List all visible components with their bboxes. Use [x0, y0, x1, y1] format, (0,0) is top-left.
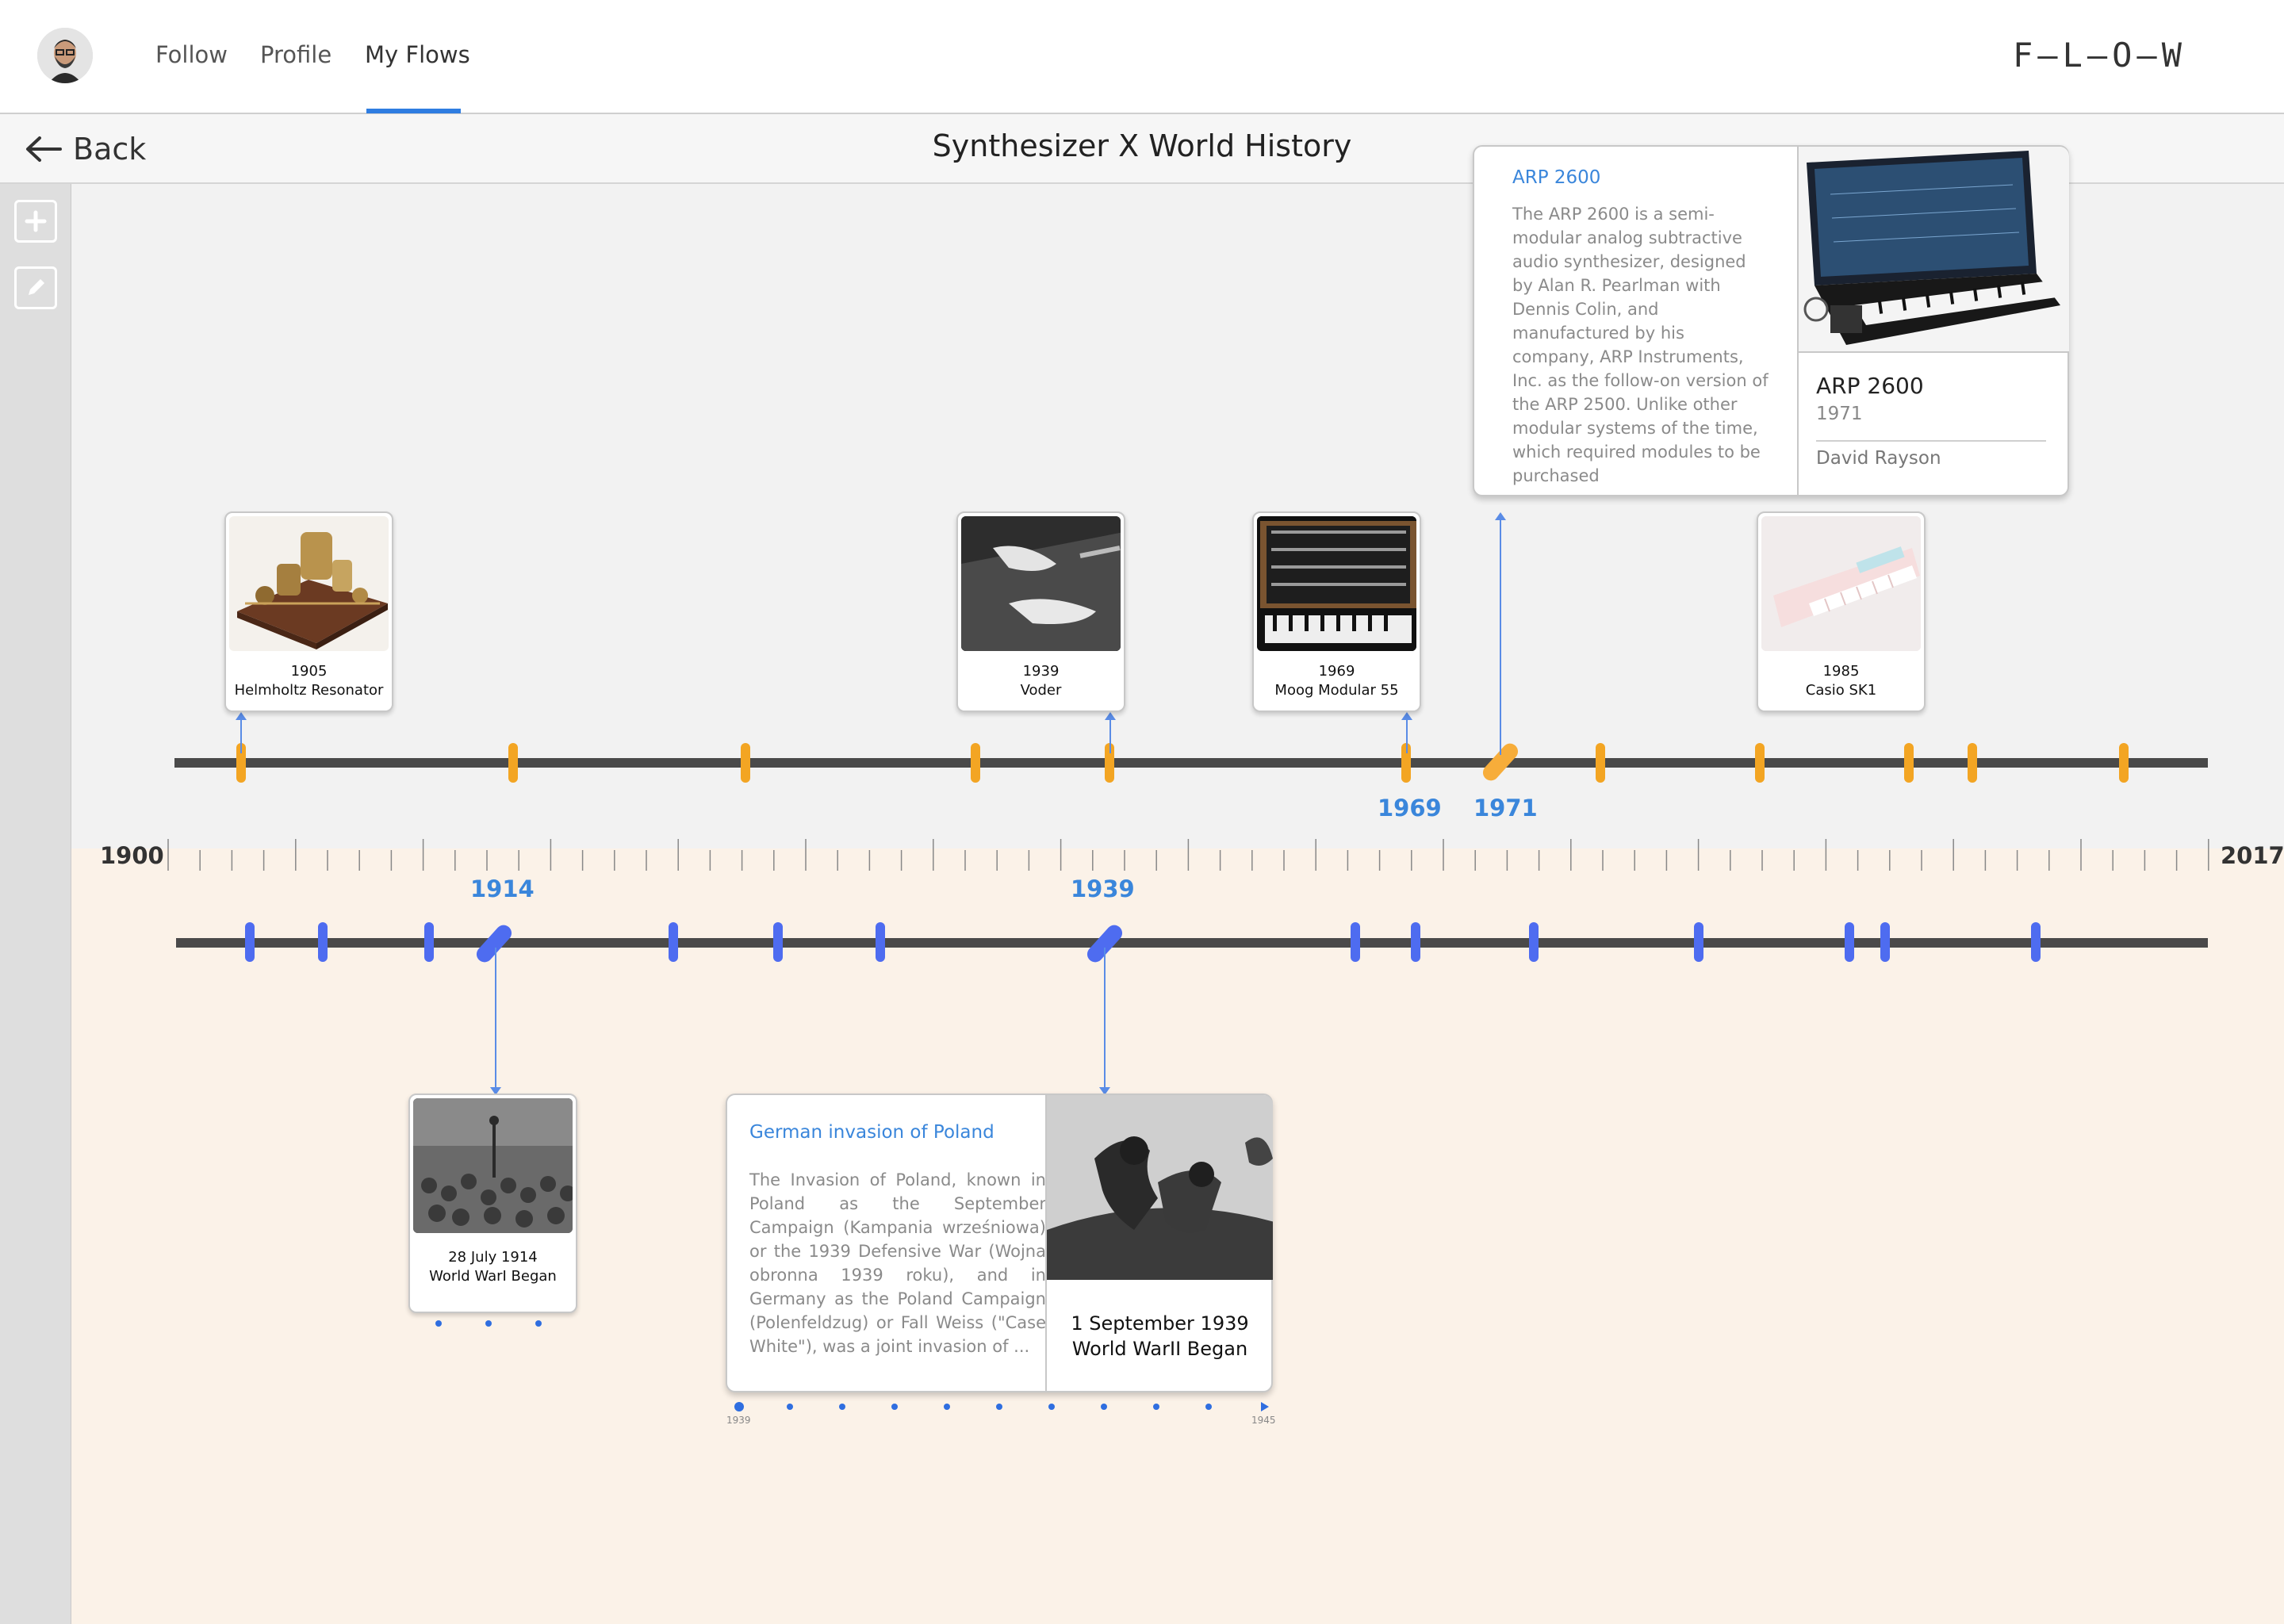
event-marker[interactable] [424, 922, 434, 962]
ruler-end-year: 2017 [2221, 842, 2284, 869]
event-name: Moog Modular 55 [1274, 682, 1399, 699]
event-marker[interactable] [1880, 922, 1890, 962]
upper-timeline-track [174, 758, 2208, 768]
add-button[interactable] [14, 200, 57, 243]
event-detail-panel: 1 September 1939 World WarII Began [1045, 1095, 1273, 1392]
event-marker[interactable] [2119, 743, 2129, 783]
event-year: 1939 [1022, 663, 1060, 680]
nav-profile[interactable]: Profile [260, 41, 332, 68]
back-button[interactable]: Back [24, 127, 146, 171]
event-marker[interactable] [1351, 922, 1360, 962]
event-marker[interactable] [669, 922, 678, 962]
year-ruler[interactable] [159, 836, 2213, 872]
back-label: Back [73, 132, 147, 167]
event-marker[interactable] [1401, 743, 1411, 783]
event-description: The ARP 2600 is a semi-modular analog su… [1512, 205, 1769, 485]
event-marker[interactable] [773, 922, 783, 962]
ruler-start-year: 1900 [100, 842, 164, 869]
event-author: David Rayson [1816, 448, 1941, 469]
range-step-dot[interactable] [787, 1404, 793, 1410]
range-start-label: 1939 [726, 1415, 751, 1426]
event-marker[interactable] [1755, 743, 1765, 783]
event-description: The Invasion of Poland, known in Poland … [749, 1170, 1046, 1356]
top-navigation-bar: Follow Profile My Flows F—L—O—W [0, 0, 2284, 114]
card-pagination-dots[interactable] [435, 1320, 542, 1327]
event-marker[interactable] [1694, 922, 1703, 962]
event-card[interactable]: 28 July 1914 World WarI Began [408, 1094, 577, 1313]
edit-button[interactable] [14, 266, 57, 309]
event-name: World WarII Began [1071, 1338, 1248, 1360]
expanded-event-card[interactable]: German invasion of Poland The Invasion o… [726, 1094, 1273, 1392]
range-step-dot[interactable] [944, 1404, 950, 1410]
event-marker[interactable] [1411, 922, 1420, 962]
event-year: 1985 [1822, 663, 1860, 680]
event-year: 1905 [290, 663, 328, 680]
event-year: 1971 [1816, 404, 1863, 424]
event-marker[interactable] [1904, 743, 1914, 783]
event-name: World WarI Began [429, 1268, 557, 1285]
range-step-dot[interactable] [839, 1404, 845, 1410]
helmholtz-resonator-image [229, 516, 389, 651]
event-card[interactable]: 1985 Casio SK1 [1757, 511, 1926, 712]
event-marker[interactable] [741, 743, 750, 783]
event-title-link[interactable]: ARP 2600 [1512, 167, 1601, 188]
arrow-left-icon [26, 136, 62, 162]
event-card[interactable]: 1939 Voder [956, 511, 1125, 712]
range-step-dot[interactable] [1101, 1404, 1107, 1410]
event-marker[interactable] [2031, 922, 2041, 962]
range-step-dot[interactable] [996, 1404, 1002, 1410]
range-end-label: 1945 [1251, 1415, 1276, 1426]
event-marker[interactable] [1968, 743, 1977, 783]
event-marker[interactable] [876, 922, 885, 962]
event-card[interactable]: 1905 Helmholtz Resonator [224, 511, 393, 712]
range-step-dot[interactable] [891, 1404, 898, 1410]
casio-sk1-image [1761, 516, 1921, 651]
event-marker[interactable] [1529, 922, 1539, 962]
expanded-event-card[interactable]: ARP 2600 The ARP 2600 is a semi-modular … [1473, 145, 2069, 496]
event-name: Casio SK1 [1805, 682, 1877, 699]
play-icon[interactable] [1261, 1402, 1269, 1411]
selected-year-label: 1939 [1071, 875, 1135, 902]
event-marker[interactable] [1105, 743, 1114, 783]
event-name: Helmholtz Resonator [234, 682, 384, 699]
event-marker[interactable] [508, 743, 518, 783]
nav-my-flows[interactable]: My Flows [365, 41, 470, 68]
user-avatar[interactable] [37, 28, 93, 83]
range-step-dot[interactable] [1153, 1404, 1159, 1410]
event-name: ARP 2600 [1816, 373, 1924, 399]
selected-year-label: 1914 [470, 875, 535, 902]
tool-sidebar [0, 184, 71, 1624]
nav-follow[interactable]: Follow [155, 41, 228, 68]
event-marker[interactable] [1845, 922, 1854, 962]
world-war-i-image [413, 1098, 573, 1233]
world-war-ii-image [1047, 1095, 1273, 1280]
selected-year-label: 1971 [1473, 795, 1538, 822]
pencil-icon [29, 279, 44, 295]
selected-year-label: 1969 [1378, 795, 1442, 822]
page-title: Synthesizer X World History [932, 128, 1352, 163]
active-tab-indicator [366, 109, 461, 113]
voder-image [961, 516, 1121, 651]
arp-2600-image [1799, 147, 2069, 353]
event-marker[interactable] [318, 922, 328, 962]
range-step-dot[interactable] [1048, 1404, 1055, 1410]
event-marker[interactable] [1596, 743, 1605, 783]
event-detail-panel: ARP 2600 1971 David Rayson [1797, 147, 2069, 496]
event-year: 1969 [1318, 663, 1355, 680]
event-title-link[interactable]: German invasion of Poland [749, 1122, 994, 1143]
event-date: 1 September 1939 [1071, 1312, 1249, 1335]
event-card[interactable]: 1969 Moog Modular 55 [1252, 511, 1421, 712]
event-marker[interactable] [236, 743, 246, 783]
plus-icon [25, 210, 47, 232]
event-name: Voder [1020, 682, 1062, 699]
date-range-slider[interactable] [734, 1402, 1274, 1418]
moog-modular-55-image [1257, 516, 1416, 651]
event-marker[interactable] [245, 922, 255, 962]
event-marker[interactable] [971, 743, 980, 783]
range-step-dot[interactable] [1205, 1404, 1212, 1410]
event-date: 28 July 1914 [448, 1249, 538, 1266]
app-logo: F—L—O—W [2013, 36, 2187, 75]
